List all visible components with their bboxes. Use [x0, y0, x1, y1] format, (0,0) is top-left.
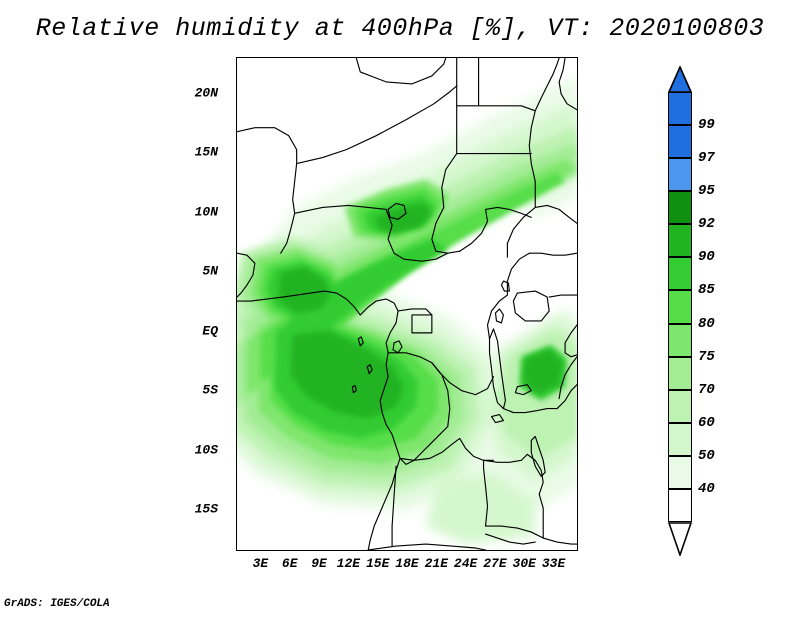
y-axis-label: 20N	[194, 85, 218, 101]
colorbar-tick-label: 60	[698, 414, 715, 431]
colorbar-band	[668, 158, 692, 192]
y-axis-label: 10S	[194, 442, 218, 458]
humidity-shading-svg	[237, 75, 577, 545]
x-axis-label: 15E	[365, 556, 390, 571]
colorbar-band	[668, 125, 692, 159]
y-axis-label: 15S	[194, 501, 218, 517]
y-axis-tick	[236, 272, 237, 273]
x-axis-tick	[379, 550, 380, 551]
colorbar-under-arrow	[667, 522, 693, 558]
x-axis-label: 30E	[512, 556, 536, 571]
colorbar-tick-label: 92	[698, 216, 715, 233]
x-axis-tick	[555, 550, 556, 551]
colorbar-band	[668, 455, 692, 489]
x-axis-label: 3E	[252, 556, 269, 571]
colorbar-tick-label: 97	[698, 150, 715, 167]
y-axis-tick	[236, 510, 237, 511]
x-axis-label: 9E	[311, 556, 327, 571]
y-axis-tick	[236, 451, 237, 452]
y-axis-tick	[236, 391, 237, 392]
x-axis-label: 24E	[453, 556, 478, 571]
humidity-field	[237, 58, 577, 550]
colorbar-tick-label: 80	[698, 315, 715, 332]
colorbar-over-arrow	[668, 66, 692, 92]
colorbar-band	[668, 257, 692, 291]
colorbar-band	[668, 290, 692, 324]
x-axis-label: 18E	[395, 556, 419, 571]
x-axis-label: 21E	[424, 556, 449, 571]
colorbar-tick-label: 85	[698, 282, 715, 299]
colorbar-band	[668, 191, 692, 225]
x-axis-label: 6E	[281, 556, 298, 571]
x-axis-tick	[496, 550, 497, 551]
x-axis-tick	[349, 550, 350, 551]
colorbar-tick-label: 40	[698, 480, 715, 497]
colorbar-tick-label: 70	[698, 381, 715, 398]
y-axis-label: 5N	[202, 263, 218, 279]
colorbar-tick-label: 99	[698, 117, 715, 134]
colorbar-band	[668, 92, 692, 126]
x-axis-tick	[525, 550, 526, 551]
x-axis-tick	[261, 550, 262, 551]
colorbar-tick-label: 75	[698, 348, 715, 365]
footer-credit: GrADS: IGES/COLA	[4, 598, 110, 610]
colorbar-band	[668, 356, 692, 390]
page-title: Relative humidity at 400hPa [%], VT: 202…	[35, 14, 765, 43]
colorbar-band	[668, 422, 692, 456]
y-axis-label: 10N	[194, 204, 218, 220]
map-plot-frame	[236, 57, 578, 551]
colorbar-tick-label: 90	[698, 249, 715, 266]
colorbar-tick-label: 95	[698, 183, 715, 200]
colorbar-band	[668, 488, 692, 522]
y-axis-tick	[236, 153, 237, 154]
y-axis-label: 5S	[202, 382, 218, 398]
x-axis-tick	[467, 550, 468, 551]
y-axis-tick	[236, 94, 237, 95]
x-axis-label: 12E	[336, 556, 361, 571]
colorbar-band	[668, 224, 692, 258]
colorbar-band	[668, 389, 692, 423]
x-axis-tick	[320, 550, 321, 551]
y-axis-label: EQ	[202, 323, 218, 339]
x-axis-tick	[291, 550, 292, 551]
y-axis-label: 15N	[194, 144, 218, 160]
x-axis-tick	[408, 550, 409, 551]
y-axis-tick	[236, 213, 237, 214]
x-axis-tick	[437, 550, 438, 551]
x-axis-label: 33E	[541, 556, 566, 571]
colorbar-band	[668, 323, 692, 357]
y-axis-tick	[236, 332, 237, 333]
x-axis-label: 27E	[483, 556, 507, 571]
colorbar-tick-label: 50	[698, 447, 715, 464]
colorbar-over-arrow-outline	[667, 65, 693, 93]
colorbar: 40 50 60 70 75 80 85 90 92 95 97 99	[667, 65, 715, 558]
